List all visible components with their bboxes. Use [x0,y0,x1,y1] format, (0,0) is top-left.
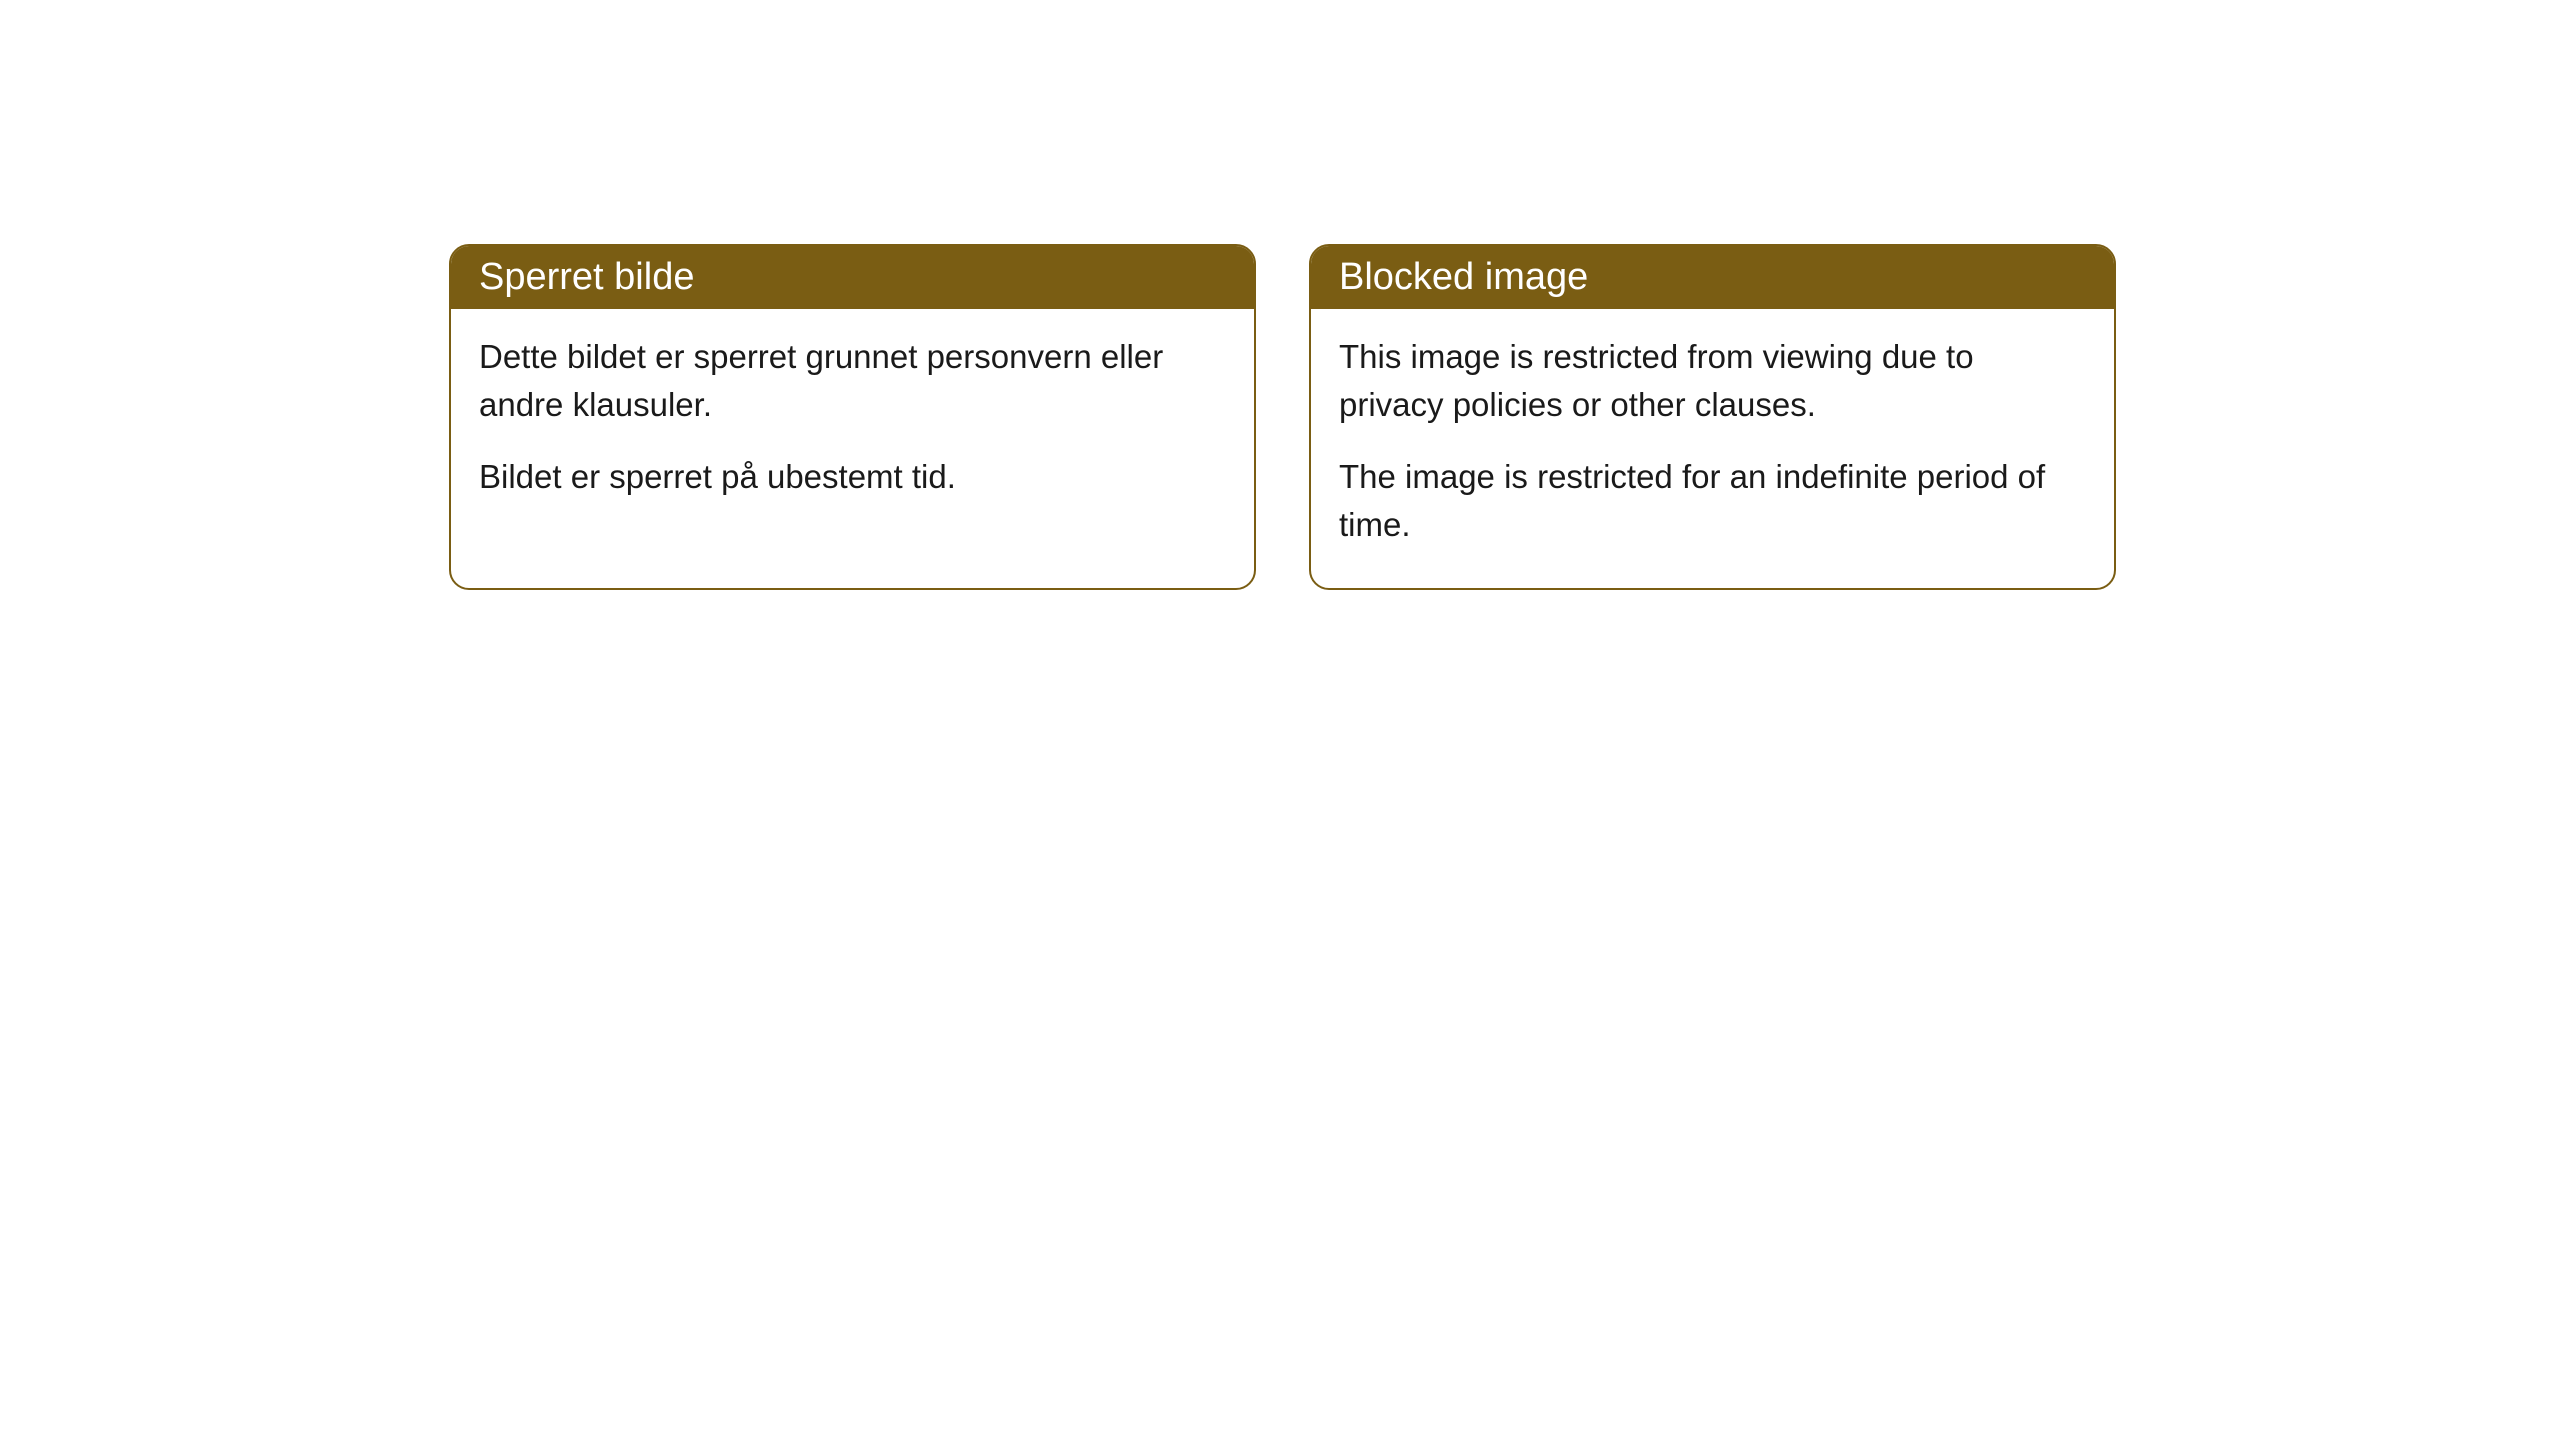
notice-body-norwegian: Dette bildet er sperret grunnet personve… [451,309,1254,541]
notice-card-norwegian: Sperret bilde Dette bildet er sperret gr… [449,244,1256,590]
notice-card-english: Blocked image This image is restricted f… [1309,244,2116,590]
notice-header-english: Blocked image [1311,246,2114,309]
notice-body-english: This image is restricted from viewing du… [1311,309,2114,588]
notice-paragraph-1: Dette bildet er sperret grunnet personve… [479,333,1226,429]
notice-paragraph-2: The image is restricted for an indefinit… [1339,453,2086,549]
notice-cards-container: Sperret bilde Dette bildet er sperret gr… [0,0,2560,590]
notice-paragraph-2: Bildet er sperret på ubestemt tid. [479,453,1226,501]
notice-header-norwegian: Sperret bilde [451,246,1254,309]
notice-paragraph-1: This image is restricted from viewing du… [1339,333,2086,429]
